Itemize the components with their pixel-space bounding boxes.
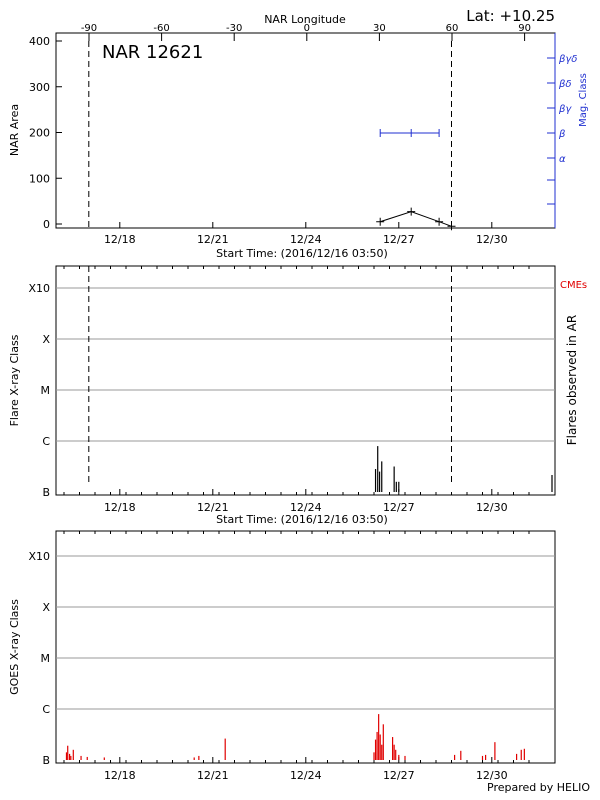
- panel3-ytick-label: M: [41, 652, 51, 665]
- panel1-ylabel: NAR Area: [8, 104, 21, 156]
- panel2-ytick-label: B: [42, 486, 50, 499]
- mag-tick-label: βγδ: [558, 54, 577, 65]
- panel1-xtick-label: 12/21: [197, 233, 229, 246]
- panel2-xtick-label: 12/24: [290, 501, 322, 514]
- mag-tick-label: βδ: [558, 79, 572, 90]
- top-tick-label: 90: [518, 23, 531, 34]
- panel1-ytick-label: 200: [29, 127, 50, 140]
- nar-area-point: [435, 217, 444, 226]
- panel2-xtick-label: 12/21: [197, 501, 229, 514]
- panel2-xtick-label: 12/18: [104, 501, 136, 514]
- panel2-xtick-label: 12/30: [476, 501, 508, 514]
- top-axis-label: NAR Longitude: [264, 13, 346, 26]
- nar-area-point: [447, 222, 456, 231]
- top-tick-label: -90: [81, 23, 97, 34]
- nar-area-line: [380, 211, 452, 227]
- panel1-xtick-label: 12/24: [290, 233, 322, 246]
- footer-credit: Prepared by HELIO: [487, 781, 590, 794]
- panel1-xlabel: Start Time: (2016/12/16 03:50): [216, 247, 388, 260]
- panel1-xtick-label: 12/30: [476, 233, 508, 246]
- panel3-ytick-label: X10: [28, 550, 50, 563]
- panel1-ytick-label: 300: [29, 81, 50, 94]
- mag-tick-label: β: [558, 129, 566, 140]
- panel3-xtick-label: 12/27: [383, 769, 415, 782]
- nar-area-point: [376, 217, 385, 226]
- mag-tick-label: βγ: [558, 104, 572, 115]
- cmes-label: CMEs: [560, 280, 587, 291]
- panel1-xtick-label: 12/18: [104, 233, 136, 246]
- panel3-ylabel: GOES X-ray Class: [8, 599, 21, 695]
- top-tick-label: -60: [153, 23, 169, 34]
- panel1-xtick-label: 12/27: [383, 233, 415, 246]
- top-tick-label: 60: [446, 23, 459, 34]
- top-tick-label: 0: [304, 23, 310, 34]
- mag-axis-label: Mag. Class: [578, 73, 589, 127]
- panel2-right-label: Flares observed in AR: [565, 315, 579, 445]
- nar-title: NAR 12621: [102, 42, 203, 63]
- panel2-ylabel: Flare X-ray Class: [8, 334, 21, 426]
- panel2-ytick-label: C: [42, 435, 50, 448]
- panel3-ytick-label: C: [42, 703, 50, 716]
- lat-label: Lat: +10.25: [466, 7, 555, 25]
- panel3-xtick-label: 12/18: [104, 769, 136, 782]
- panel1-ytick-label: 0: [43, 218, 50, 231]
- panel2-ytick-label: X10: [28, 282, 50, 295]
- panel2-ytick-label: X: [42, 333, 50, 346]
- panel1-ytick-label: 400: [29, 35, 50, 48]
- panel3-xtick-label: 12/24: [290, 769, 322, 782]
- panel2-xtick-label: 12/27: [383, 501, 415, 514]
- panel3-frame: [55, 530, 556, 764]
- panel3-ytick-label: X: [42, 601, 50, 614]
- panel3-xtick-label: 12/21: [197, 769, 229, 782]
- mag-tick-label: α: [559, 154, 566, 165]
- panel3-xtick-label: 12/30: [476, 769, 508, 782]
- nar-area-point: [407, 207, 416, 216]
- panel1-ytick-label: 100: [29, 172, 50, 185]
- top-tick-label: -30: [226, 23, 242, 34]
- top-tick-label: 30: [373, 23, 386, 34]
- panel2-ytick-label: M: [41, 384, 51, 397]
- panel2-xlabel: Start Time: (2016/12/16 03:50): [216, 513, 388, 526]
- panel2-frame: [55, 265, 556, 496]
- panel3-ytick-label: B: [42, 754, 50, 767]
